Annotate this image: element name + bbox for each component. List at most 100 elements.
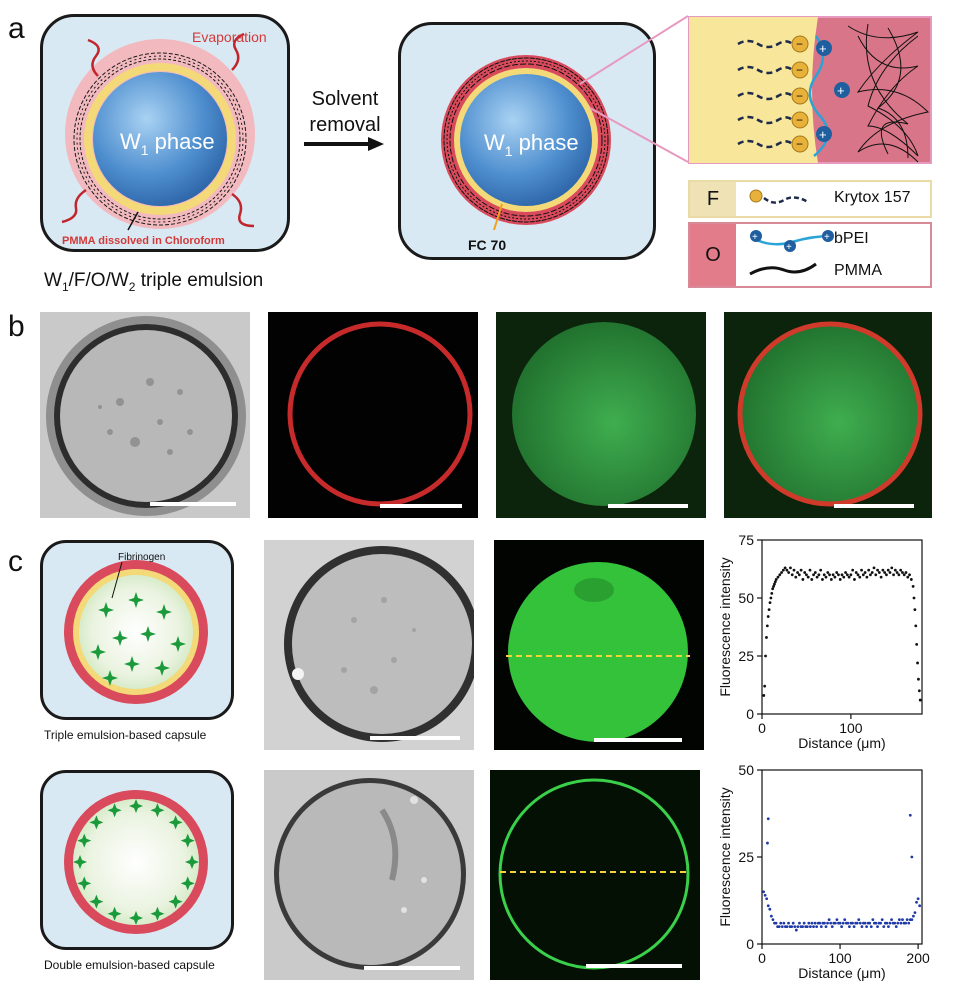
data-point xyxy=(886,568,890,572)
data-point xyxy=(907,921,911,925)
micrograph-b-red xyxy=(268,312,478,518)
data-point xyxy=(818,921,822,925)
fibrinogen-star xyxy=(77,833,92,848)
data-point xyxy=(885,921,889,925)
data-point xyxy=(796,571,799,574)
data-point xyxy=(860,925,864,928)
data-point xyxy=(897,918,901,922)
data-point xyxy=(912,914,915,918)
data-point xyxy=(764,654,767,658)
micrograph-b-green xyxy=(496,312,706,518)
data-point xyxy=(869,925,873,928)
data-point xyxy=(880,918,884,922)
data-point xyxy=(781,568,785,572)
data-point xyxy=(766,841,769,845)
data-point xyxy=(871,918,875,922)
capsule-schematic: W1 phase FC 70 xyxy=(441,55,611,253)
svg-text:+: + xyxy=(837,83,845,98)
data-point xyxy=(787,571,791,574)
data-point xyxy=(897,573,901,577)
data-point xyxy=(783,566,787,570)
data-point xyxy=(913,608,917,611)
data-point xyxy=(914,624,918,628)
panel-label-b: b xyxy=(8,310,25,343)
data-point xyxy=(768,601,772,605)
data-point xyxy=(765,636,768,639)
data-point xyxy=(908,813,912,817)
y-tick-label: 25 xyxy=(738,849,754,865)
data-point xyxy=(802,921,806,925)
data-point xyxy=(826,571,830,574)
data-point xyxy=(829,578,833,581)
data-point xyxy=(915,643,919,646)
intensity-chart-double: 0 25 50 0 100 200 Distance (μm) Fluorescence in… xyxy=(717,762,930,981)
data-point xyxy=(901,918,904,922)
data-point xyxy=(916,661,919,665)
data-point xyxy=(893,921,897,925)
fibrinogen-star xyxy=(129,799,143,813)
fibrinogen-star xyxy=(180,833,195,848)
data-point xyxy=(917,677,920,681)
double-capsule-caption: Double emulsion-based capsule xyxy=(44,958,215,972)
data-point xyxy=(838,921,842,925)
data-point xyxy=(874,921,878,925)
micrograph-c1-green xyxy=(494,540,704,750)
data-point xyxy=(855,921,859,925)
data-point xyxy=(766,817,770,821)
data-point xyxy=(810,578,814,581)
fibrinogen-label: Fibrinogen xyxy=(118,552,165,563)
data-point xyxy=(807,921,811,925)
data-point xyxy=(879,575,883,579)
data-point xyxy=(830,925,834,928)
data-point xyxy=(772,585,775,588)
svg-text:−: − xyxy=(796,89,803,103)
data-point xyxy=(765,624,769,628)
data-point xyxy=(899,568,903,572)
data-point xyxy=(863,921,867,925)
data-point xyxy=(801,578,805,581)
data-point xyxy=(916,897,920,901)
data-point xyxy=(868,921,872,925)
data-point xyxy=(812,573,815,577)
fibrinogen-stars xyxy=(90,592,186,686)
double-capsule-schematic xyxy=(64,790,208,934)
data-point xyxy=(829,921,833,925)
data-point xyxy=(892,573,895,577)
evaporation-label: Evaporation xyxy=(192,29,267,45)
data-point xyxy=(841,921,845,925)
data-point xyxy=(771,587,775,591)
svg-text:−: − xyxy=(796,113,803,127)
data-point xyxy=(857,918,861,922)
data-point xyxy=(790,573,794,577)
data-point xyxy=(813,921,817,925)
scale-bar xyxy=(380,504,462,508)
data-point xyxy=(787,921,790,925)
scale-bar xyxy=(608,504,688,508)
data-point xyxy=(833,921,837,925)
data-point xyxy=(911,585,915,588)
data-point xyxy=(822,573,826,577)
w1-core-mid xyxy=(460,74,592,206)
data-point xyxy=(860,568,863,572)
data-point xyxy=(769,914,773,918)
data-point xyxy=(773,580,777,584)
data-point xyxy=(789,566,792,570)
evaporation-arrows xyxy=(61,32,255,228)
bpei-icon: + + + xyxy=(750,230,834,253)
krytox-icon xyxy=(749,189,809,204)
pmma-icon xyxy=(749,262,817,276)
y-tick-label: 0 xyxy=(746,706,754,722)
plot-frame xyxy=(761,539,923,715)
data-point xyxy=(770,591,774,595)
data-point xyxy=(887,925,890,928)
legend-o-row: O + + + bPEI PMMA xyxy=(688,222,932,288)
data-point xyxy=(842,575,846,579)
data-point xyxy=(861,573,865,577)
data-point xyxy=(894,925,898,928)
data-point xyxy=(837,573,840,577)
data-point xyxy=(888,921,892,925)
data-point xyxy=(819,925,823,928)
data-point xyxy=(785,568,789,572)
data-point xyxy=(877,571,881,574)
data-point xyxy=(865,925,868,928)
